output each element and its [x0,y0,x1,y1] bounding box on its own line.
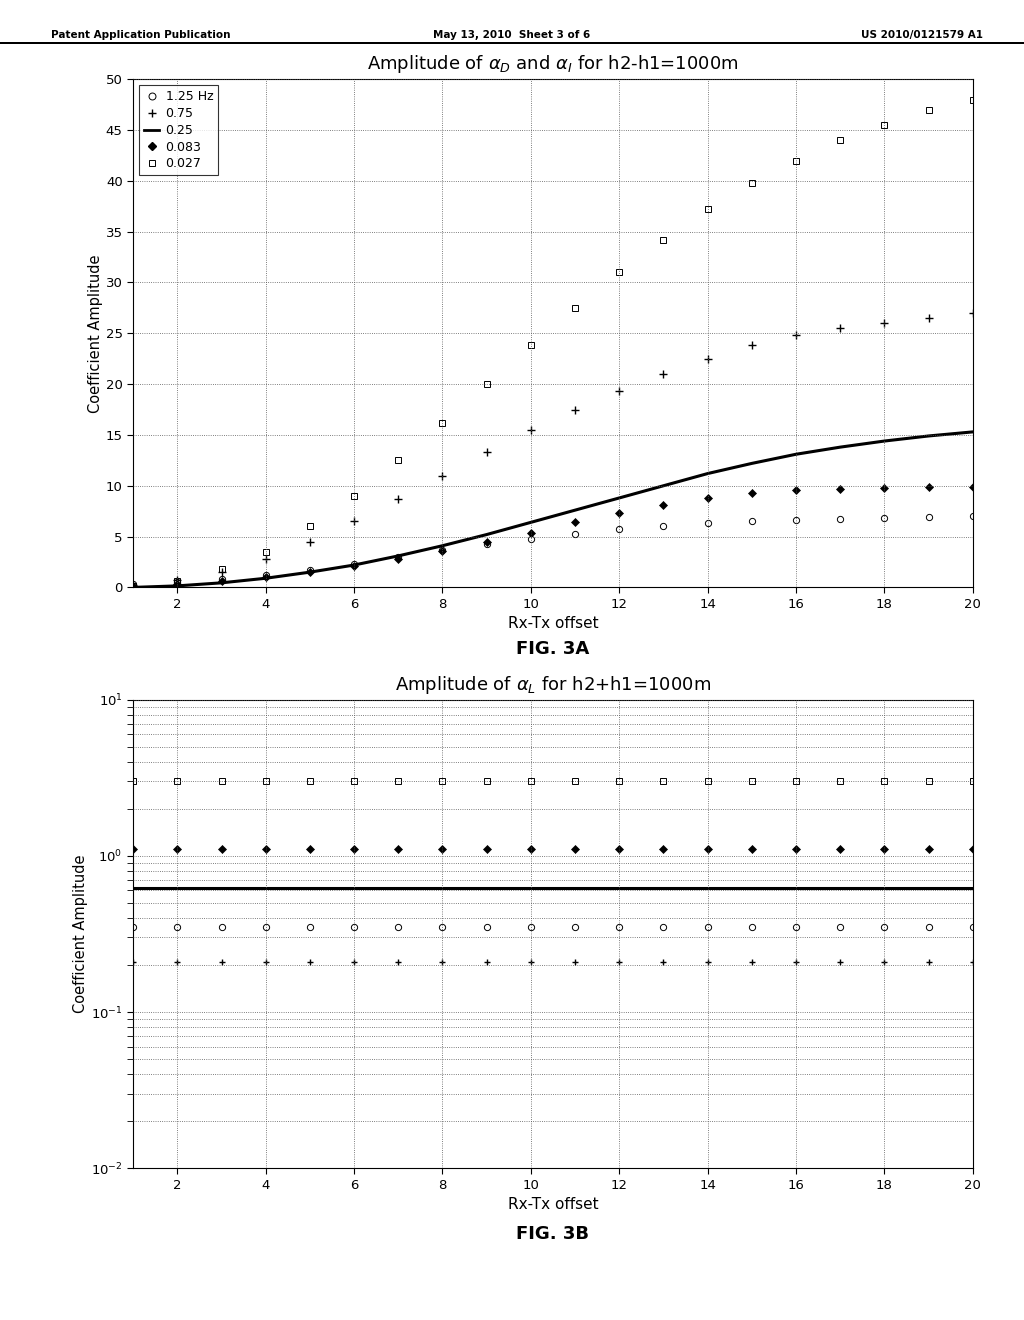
X-axis label: Rx-Tx offset: Rx-Tx offset [508,1197,598,1212]
Legend: 1.25 Hz, 0.75, 0.25, 0.083, 0.027: 1.25 Hz, 0.75, 0.25, 0.083, 0.027 [139,86,218,176]
Title: Amplitude of $\alpha_D$ and $\alpha_I$ for h2-h1=1000m: Amplitude of $\alpha_D$ and $\alpha_I$ f… [367,54,739,75]
Y-axis label: Coefficient Amplitude: Coefficient Amplitude [73,854,88,1014]
Text: FIG. 3A: FIG. 3A [516,640,590,659]
X-axis label: Rx-Tx offset: Rx-Tx offset [508,616,598,631]
Text: FIG. 3B: FIG. 3B [516,1225,590,1243]
Text: May 13, 2010  Sheet 3 of 6: May 13, 2010 Sheet 3 of 6 [433,30,591,41]
Text: Patent Application Publication: Patent Application Publication [51,30,230,41]
Title: Amplitude of $\alpha_L$ for h2+h1=1000m: Amplitude of $\alpha_L$ for h2+h1=1000m [395,675,711,696]
Y-axis label: Coefficient Amplitude: Coefficient Amplitude [88,253,103,413]
Text: US 2010/0121579 A1: US 2010/0121579 A1 [861,30,983,41]
